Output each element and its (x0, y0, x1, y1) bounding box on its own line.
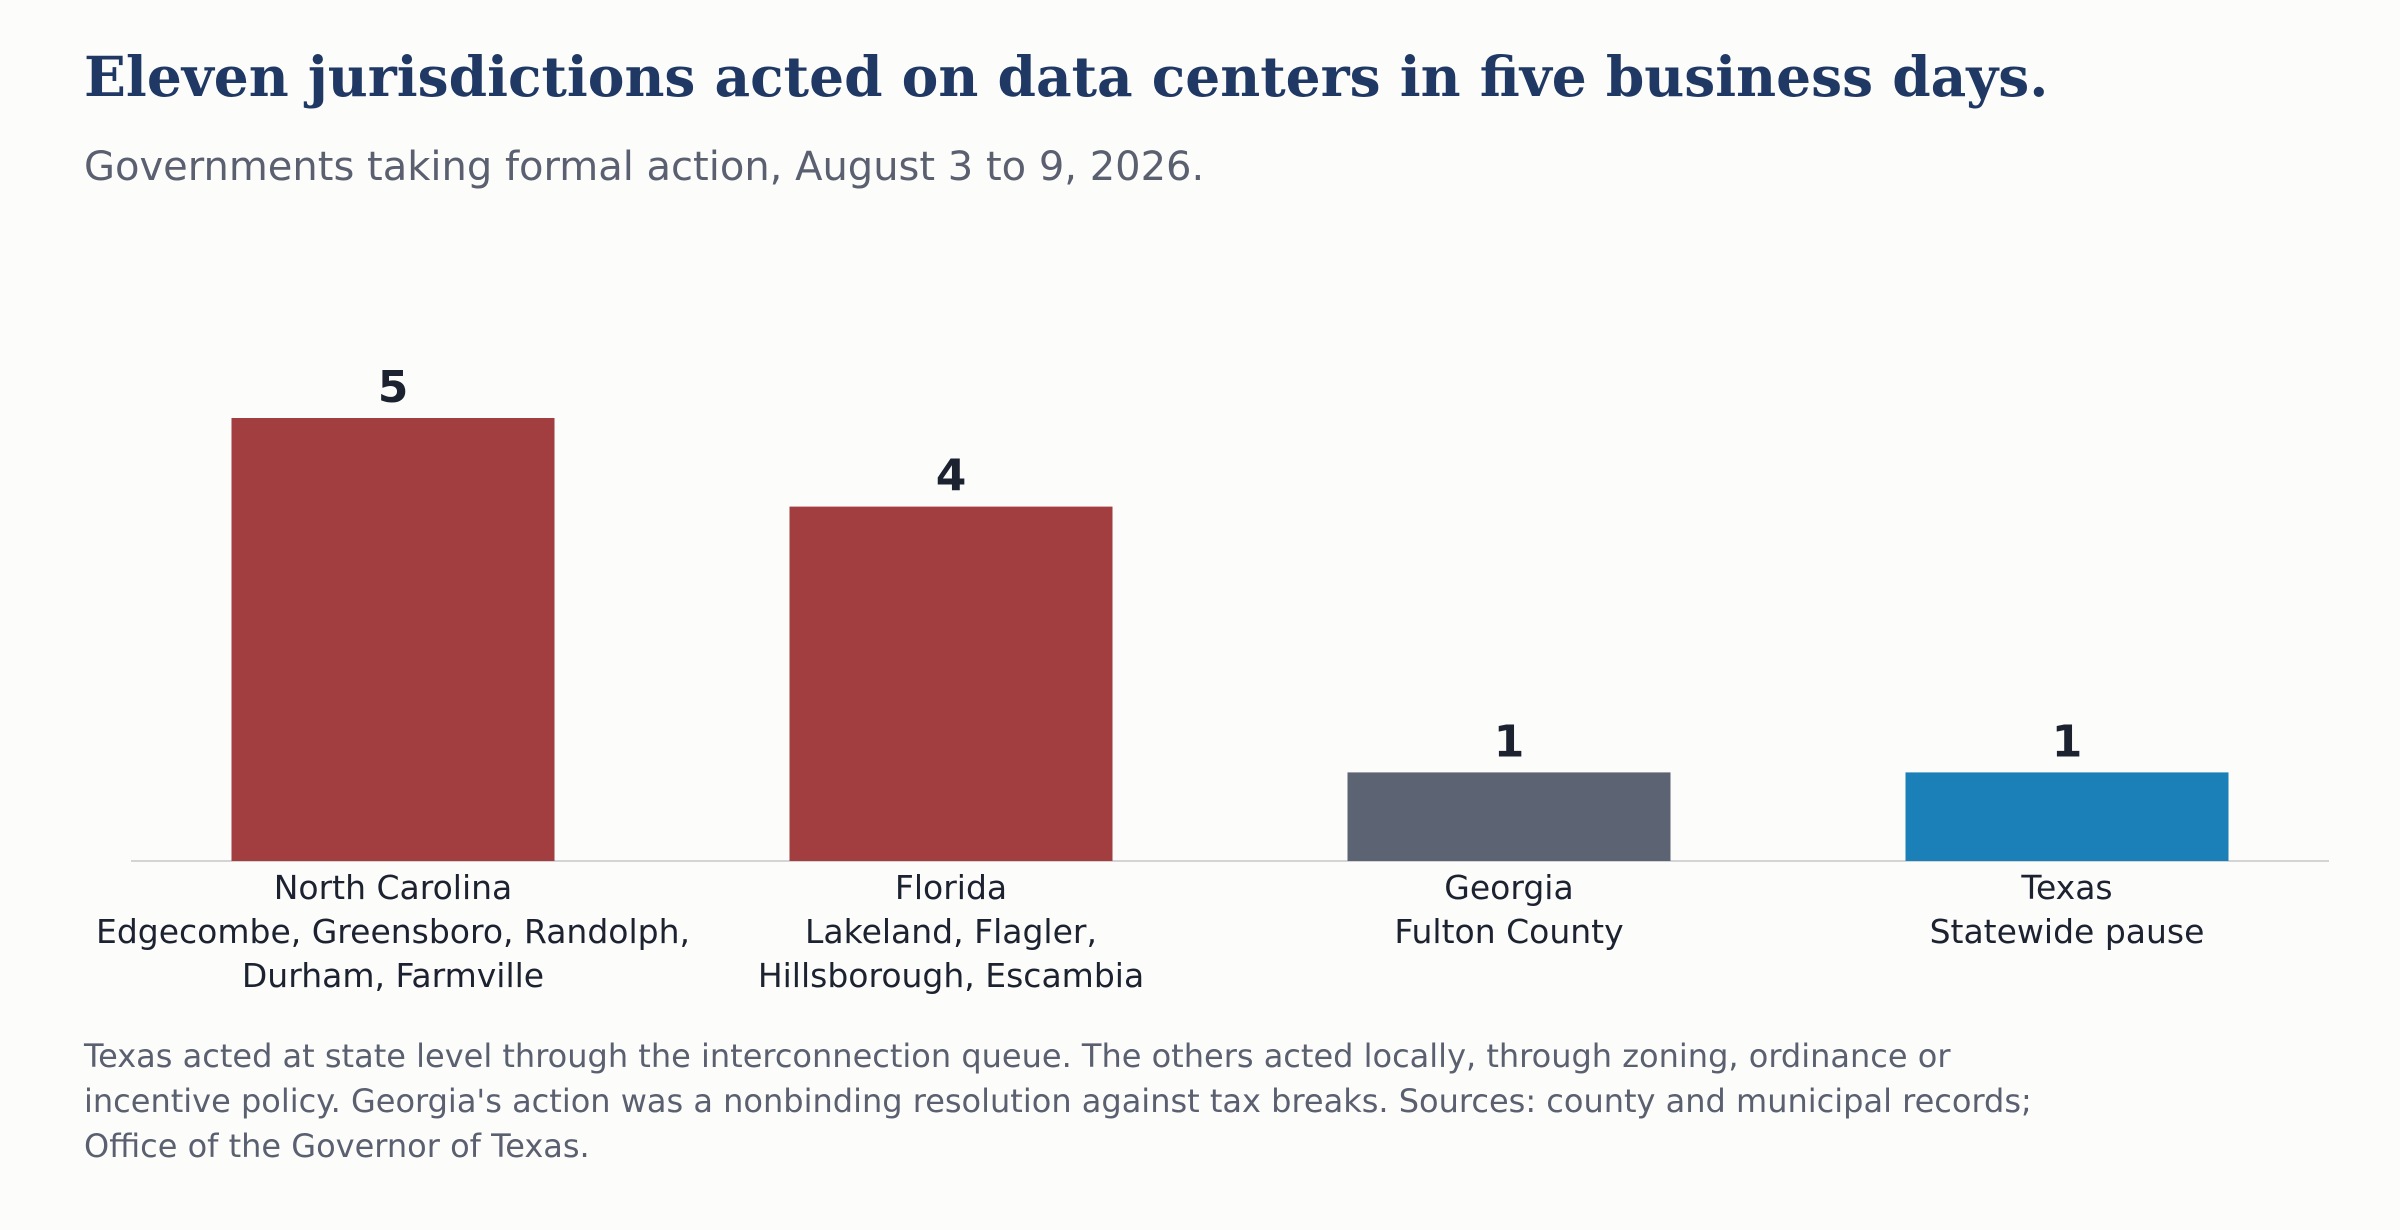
value-label-0: 5 (378, 362, 409, 413)
chart-subtitle: Governments taking formal action, August… (84, 144, 1205, 190)
value-label-2: 1 (1494, 716, 1525, 767)
category-labels-group: North Carolina Edgecombe, Greensboro, Ran… (96, 868, 2204, 995)
category-label-2: Georgia (1444, 868, 1573, 907)
bar-0 (231, 418, 555, 861)
category-sublabel-1-2: Hillsborough, Escambia (758, 956, 1144, 995)
chart-title: Eleven jurisdictions acted on data cente… (84, 44, 2049, 109)
value-labels-group: 5 4 1 1 (378, 362, 2083, 767)
bar-2 (1347, 772, 1671, 861)
category-sublabel-1-1: Lakeland, Flagler, (805, 912, 1097, 951)
category-label-1: Florida (895, 868, 1007, 907)
category-sublabel-0-2: Durham, Farmville (242, 956, 544, 995)
value-label-3: 1 (2052, 716, 2083, 767)
category-sublabel-2-1: Fulton County (1394, 912, 1623, 951)
category-sublabel-3-1: Statewide pause (1930, 912, 2205, 951)
chart-footnote: Texas acted at state level through the i… (84, 1037, 2032, 1165)
bars-group (231, 418, 2229, 861)
bar-1 (789, 506, 1113, 861)
value-label-1: 4 (936, 451, 967, 502)
category-label-0: North Carolina (274, 868, 513, 907)
bar-3 (1905, 772, 2229, 861)
category-sublabel-0-1: Edgecombe, Greensboro, Randolph, (96, 912, 690, 951)
category-label-3: Texas (2020, 868, 2112, 907)
